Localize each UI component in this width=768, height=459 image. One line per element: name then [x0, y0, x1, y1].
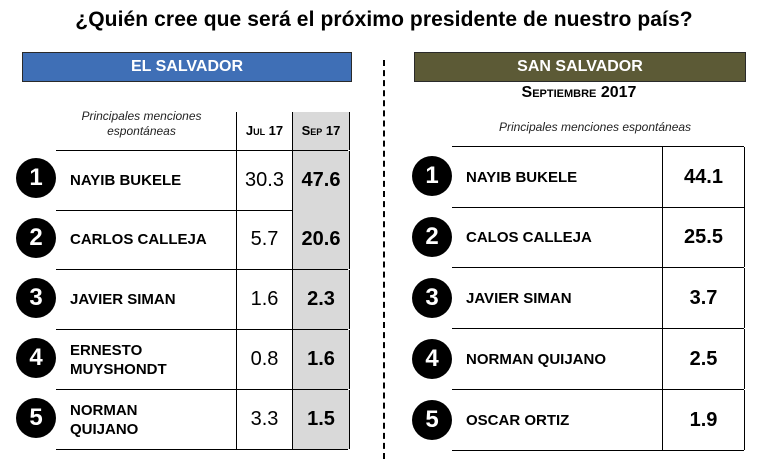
rank-badge: 3 [412, 278, 452, 318]
value-sep: 3.7 [662, 268, 745, 328]
left-table-row: NAYIB BUKELE 30.3 47.6 [56, 150, 350, 211]
left-note-line2: espontáneas [107, 124, 176, 138]
candidate-name: NORMAN QUIJANO [70, 401, 139, 438]
candidate-name: CALOS CALLEJA [466, 228, 592, 246]
right-table-note: Principales menciones espontáneas [498, 120, 692, 134]
value-jul: 5.7 [236, 210, 292, 269]
rank-badge: 1 [412, 156, 452, 196]
rank-badge: 5 [16, 398, 56, 438]
rank-badge: 5 [412, 400, 452, 440]
value-jul: 30.3 [236, 151, 292, 210]
rank-badge: 4 [412, 339, 452, 379]
candidate-name: JAVIER SIMAN [466, 289, 572, 307]
right-table-row: NAYIB BUKELE 44.1 [452, 146, 745, 208]
candidate-name: NAYIB BUKELE [466, 168, 578, 186]
value-sep: 44.1 [662, 147, 745, 207]
candidate-name: OSCAR ORTIZ [466, 411, 570, 429]
dashed-divider [383, 60, 385, 459]
rank-badge: 3 [16, 278, 56, 318]
right-table-row: JAVIER SIMAN 3.7 [452, 268, 745, 329]
candidate-name: NORMAN QUIJANO [466, 350, 607, 368]
banner-el-salvador: EL SALVADOR [22, 52, 352, 82]
right-table-row: OSCAR ORTIZ 1.9 [452, 390, 745, 451]
left-table-row: ERNESTO MUYSHONDT 0.8 1.6 [56, 330, 350, 390]
value-sep: 20.6 [292, 210, 350, 269]
candidate-name: CARLOS CALLEJA [70, 231, 207, 248]
value-sep: 1.9 [662, 390, 745, 450]
value-jul: 0.8 [236, 330, 292, 389]
rank-badge: 1 [16, 158, 56, 198]
page-title: ¿Quién cree que será el próximo presiden… [75, 8, 693, 31]
value-sep: 2.5 [662, 329, 745, 389]
value-jul: 1.6 [236, 270, 292, 329]
left-table-row: CARLOS CALLEJA 5.7 20.6 [56, 210, 350, 270]
left-table-note: Principales menciones espontáneas [64, 109, 219, 139]
right-table-row: NORMAN QUIJANO 2.5 [452, 329, 745, 390]
rank-badge: 4 [16, 338, 56, 378]
left-note-line1: Principales menciones [81, 109, 202, 123]
candidate-name: NAYIB BUKELE [70, 172, 182, 189]
column-header-sep: Sep 17 [292, 112, 350, 150]
survey-date: Septiembre 2017 [521, 84, 637, 101]
value-sep: 47.6 [292, 151, 350, 210]
rank-badge: 2 [412, 217, 452, 257]
value-sep: 2.3 [292, 270, 350, 329]
candidate-name: JAVIER SIMAN [70, 291, 176, 308]
candidate-name: ERNESTO MUYSHONDT [70, 341, 167, 378]
value-sep: 25.5 [662, 207, 745, 267]
value-jul: 3.3 [236, 390, 292, 449]
value-sep: 1.5 [292, 390, 350, 449]
rank-badge: 2 [16, 218, 56, 258]
left-table-row: NORMAN QUIJANO 3.3 1.5 [56, 390, 350, 450]
column-header-jul: Jul 17 [236, 112, 292, 150]
right-table-row: CALOS CALLEJA 25.5 [452, 207, 745, 268]
left-table-row: JAVIER SIMAN 1.6 2.3 [56, 270, 350, 330]
value-sep: 1.6 [292, 330, 350, 389]
banner-san-salvador: SAN SALVADOR [414, 52, 746, 82]
